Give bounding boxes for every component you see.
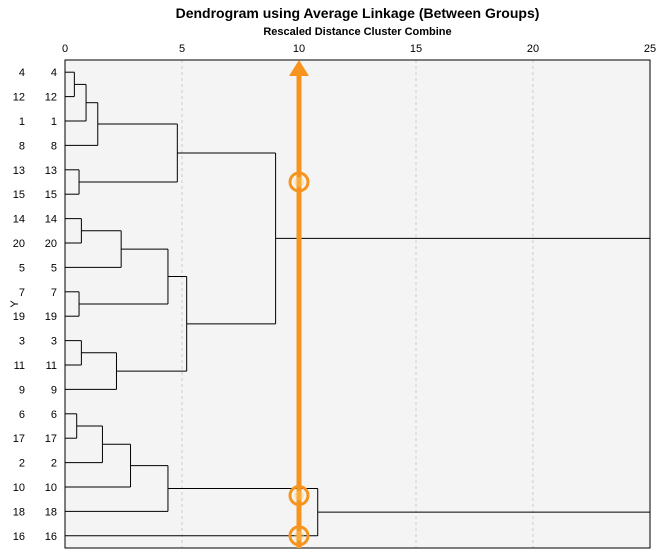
leaf-label: 7	[51, 287, 57, 299]
outer-y-label: 11	[14, 360, 25, 372]
outer-y-label: 15	[13, 189, 25, 201]
outer-y-label: 10	[13, 482, 25, 494]
outer-y-label: 8	[19, 140, 25, 152]
leaf-label: 9	[51, 384, 57, 396]
outer-y-label: 17	[13, 433, 25, 445]
cut-marker-fill	[294, 531, 304, 541]
x-tick-label: 10	[293, 43, 305, 55]
leaf-label: 1	[51, 116, 57, 128]
outer-y-label: 4	[19, 67, 25, 79]
outer-y-label: 2	[19, 458, 25, 470]
y-axis-title: Y	[9, 300, 21, 308]
leaf-label: 19	[45, 311, 57, 323]
leaf-label: 20	[45, 238, 57, 250]
leaf-label: 17	[45, 433, 57, 445]
leaf-label: 13	[45, 165, 57, 177]
outer-y-label: 20	[13, 238, 25, 250]
x-tick-label: 15	[410, 43, 422, 55]
leaf-label: 14	[45, 214, 57, 226]
leaf-label: 3	[51, 336, 57, 348]
dendrogram-chart: Dendrogram using Average Linkage (Betwee…	[0, 0, 664, 558]
outer-y-label: 12	[13, 92, 25, 104]
leaf-label: 16	[45, 531, 57, 543]
outer-y-label: 6	[19, 409, 25, 421]
leaf-label: 6	[51, 409, 57, 421]
outer-y-label: 16	[13, 531, 25, 543]
outer-y-label: 18	[13, 506, 25, 518]
outer-y-label: 14	[13, 214, 25, 226]
leaf-label: 10	[45, 482, 57, 494]
outer-y-label: 9	[19, 384, 25, 396]
leaf-label: 4	[51, 67, 57, 79]
x-tick-label: 25	[644, 43, 656, 55]
leaf-label: 8	[51, 140, 57, 152]
chart-subtitle: Rescaled Distance Cluster Combine	[263, 26, 451, 38]
x-tick-label: 5	[179, 43, 185, 55]
chart-title: Dendrogram using Average Linkage (Betwee…	[176, 5, 540, 21]
leaf-label: 12	[45, 92, 57, 104]
leaf-label: 15	[45, 189, 57, 201]
x-tick-label: 20	[527, 43, 539, 55]
cut-marker-fill	[294, 177, 304, 187]
x-tick-label: 0	[62, 43, 68, 55]
leaf-label: 18	[45, 506, 57, 518]
leaf-label: 5	[51, 262, 57, 274]
outer-y-label: 7	[19, 287, 25, 299]
outer-y-label: 3	[19, 336, 25, 348]
outer-y-label: 19	[13, 311, 25, 323]
cut-marker-fill	[294, 491, 304, 501]
leaf-label: 11	[46, 360, 57, 372]
outer-y-label: 13	[13, 165, 25, 177]
outer-y-label: 1	[19, 116, 25, 128]
outer-y-label: 5	[19, 262, 25, 274]
leaf-label: 2	[51, 458, 57, 470]
